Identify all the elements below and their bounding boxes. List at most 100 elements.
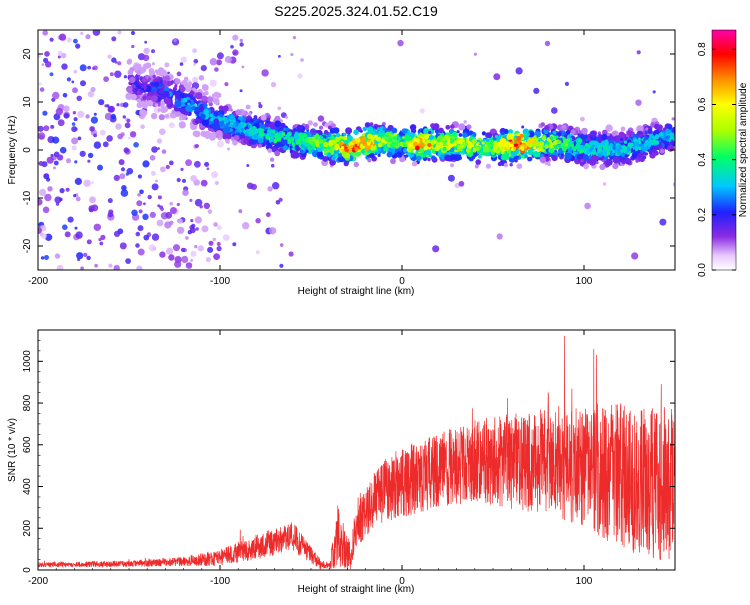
- spectrogram-cell: [109, 72, 114, 77]
- spectrogram-cell: [500, 153, 508, 161]
- spectrogram-cell: [205, 257, 211, 263]
- spectrogram-cell: [444, 154, 451, 162]
- spectrogram-cell: [64, 231, 71, 238]
- spectrogram-cell: [180, 167, 184, 171]
- spectrogram-cell: [108, 263, 113, 268]
- spectrogram-cell: [77, 136, 82, 141]
- spectrogram-peak: [319, 139, 324, 144]
- spectrogram-cell: [450, 124, 455, 129]
- spectrogram-cell: [154, 69, 159, 73]
- spectrogram-peak: [597, 149, 601, 154]
- spectrogram-peak: [648, 133, 654, 139]
- spectrogram-cell: [150, 112, 158, 120]
- spectrogram-cell: [458, 180, 465, 187]
- spectrogram-cell: [71, 126, 78, 133]
- spectrogram-peak: [452, 142, 457, 147]
- spectrogram-cell: [214, 180, 219, 186]
- spectrogram-cell: [136, 200, 143, 207]
- spectrogram-cell: [602, 182, 607, 186]
- spectrogram-cell: [647, 129, 653, 135]
- spectrogram-cell: [61, 63, 68, 70]
- spectrogram-cell: [168, 254, 175, 261]
- spectrogram-cell: [102, 141, 109, 148]
- spectrogram-cell: [383, 147, 387, 152]
- spectrogram-cell: [581, 127, 588, 135]
- spectrogram-cell: [462, 132, 468, 138]
- spectrogram-cell: [192, 76, 199, 83]
- spectrogram-peak: [573, 148, 577, 152]
- spectrogram-peak: [230, 122, 234, 125]
- spectrogram-cell: [398, 131, 403, 136]
- spectrogram-peak: [229, 115, 235, 121]
- spectrogram-cell: [475, 159, 482, 165]
- spectrogram-cell: [178, 121, 186, 129]
- spectrogram-peak: [623, 140, 628, 144]
- spectrogram-cell: [149, 69, 156, 76]
- snr-ylabel: SNR (10 * v/v): [7, 418, 18, 482]
- spectrogram-cell: [580, 133, 588, 141]
- spectrogram-peak: [436, 138, 441, 143]
- spectrogram-cell: [250, 183, 257, 190]
- spectrogram-cell: [402, 148, 408, 153]
- spectrogram-peak: [281, 132, 286, 136]
- spectrogram-cell: [114, 70, 122, 78]
- spectrogram-cell: [419, 108, 425, 114]
- spectrogram-cell: [672, 182, 675, 187]
- spectrogram-peak: [406, 147, 412, 153]
- spectrogram-cell: [204, 90, 209, 96]
- spectrogram-cell: [125, 172, 129, 176]
- spectrogram-cell: [142, 213, 149, 220]
- spectrogram-cell: [141, 87, 145, 91]
- snr-xtick-label: -200: [28, 576, 48, 587]
- spectrogram-cell: [318, 125, 324, 130]
- spectrogram-cell: [201, 118, 210, 127]
- spectrogram-cell: [279, 263, 284, 268]
- spectrogram-peak: [585, 147, 589, 151]
- spectrogram-cell: [117, 133, 124, 140]
- spectrogram-cell: [138, 209, 143, 214]
- spectrogram-cell: [111, 36, 117, 42]
- spectrogram-cell: [62, 224, 68, 230]
- spectrogram-cell: [667, 144, 675, 152]
- spectrogram-xtick-label: 100: [576, 276, 593, 287]
- spectrogram-cell: [160, 207, 164, 211]
- spectrogram-cell: [117, 61, 122, 66]
- spectrogram-cell: [612, 163, 619, 170]
- spectrogram-cell: [193, 125, 197, 129]
- spectrogram-cell: [567, 147, 573, 153]
- spectrogram-cell: [343, 132, 347, 137]
- spectrogram-peak: [270, 129, 273, 133]
- spectrogram-peak: [389, 143, 394, 148]
- snr-ytick-label: 400: [22, 478, 33, 495]
- spectrogram-cell: [137, 248, 145, 256]
- spectrogram-cell: [442, 146, 447, 151]
- spectrogram-cell: [162, 90, 170, 98]
- spectrogram-peak: [604, 142, 609, 147]
- spectrogram-cell: [140, 100, 146, 106]
- spectrogram-cell: [458, 123, 466, 131]
- spectrogram-peak: [635, 146, 639, 151]
- spectrogram-cell: [115, 123, 122, 130]
- spectrogram-cell: [258, 122, 263, 126]
- spectrogram-cell: [71, 137, 79, 145]
- spectrogram-cell: [329, 159, 336, 166]
- spectrogram-peak: [515, 143, 519, 147]
- spectrogram-cell: [47, 186, 53, 192]
- snr-ytick-label: 200: [22, 519, 33, 536]
- spectrogram-cell: [150, 170, 156, 176]
- spectrogram-peak: [545, 145, 549, 149]
- spectrogram-cell: [333, 127, 340, 134]
- spectrogram-cell: [621, 160, 626, 165]
- spectrogram-peak: [475, 146, 480, 151]
- spectrogram-marks: [38, 30, 675, 270]
- spectrogram-peak: [402, 136, 406, 140]
- spectrogram-cell: [274, 115, 281, 122]
- spectrogram-peak: [238, 123, 242, 127]
- spectrogram-cell: [164, 114, 170, 119]
- spectrogram-cell: [376, 127, 381, 131]
- spectrogram-cell: [161, 106, 168, 113]
- spectrogram-cell: [133, 142, 139, 148]
- spectrogram-cell: [121, 185, 127, 191]
- spectrogram-cell: [207, 246, 214, 253]
- spectrogram-cell: [142, 54, 150, 61]
